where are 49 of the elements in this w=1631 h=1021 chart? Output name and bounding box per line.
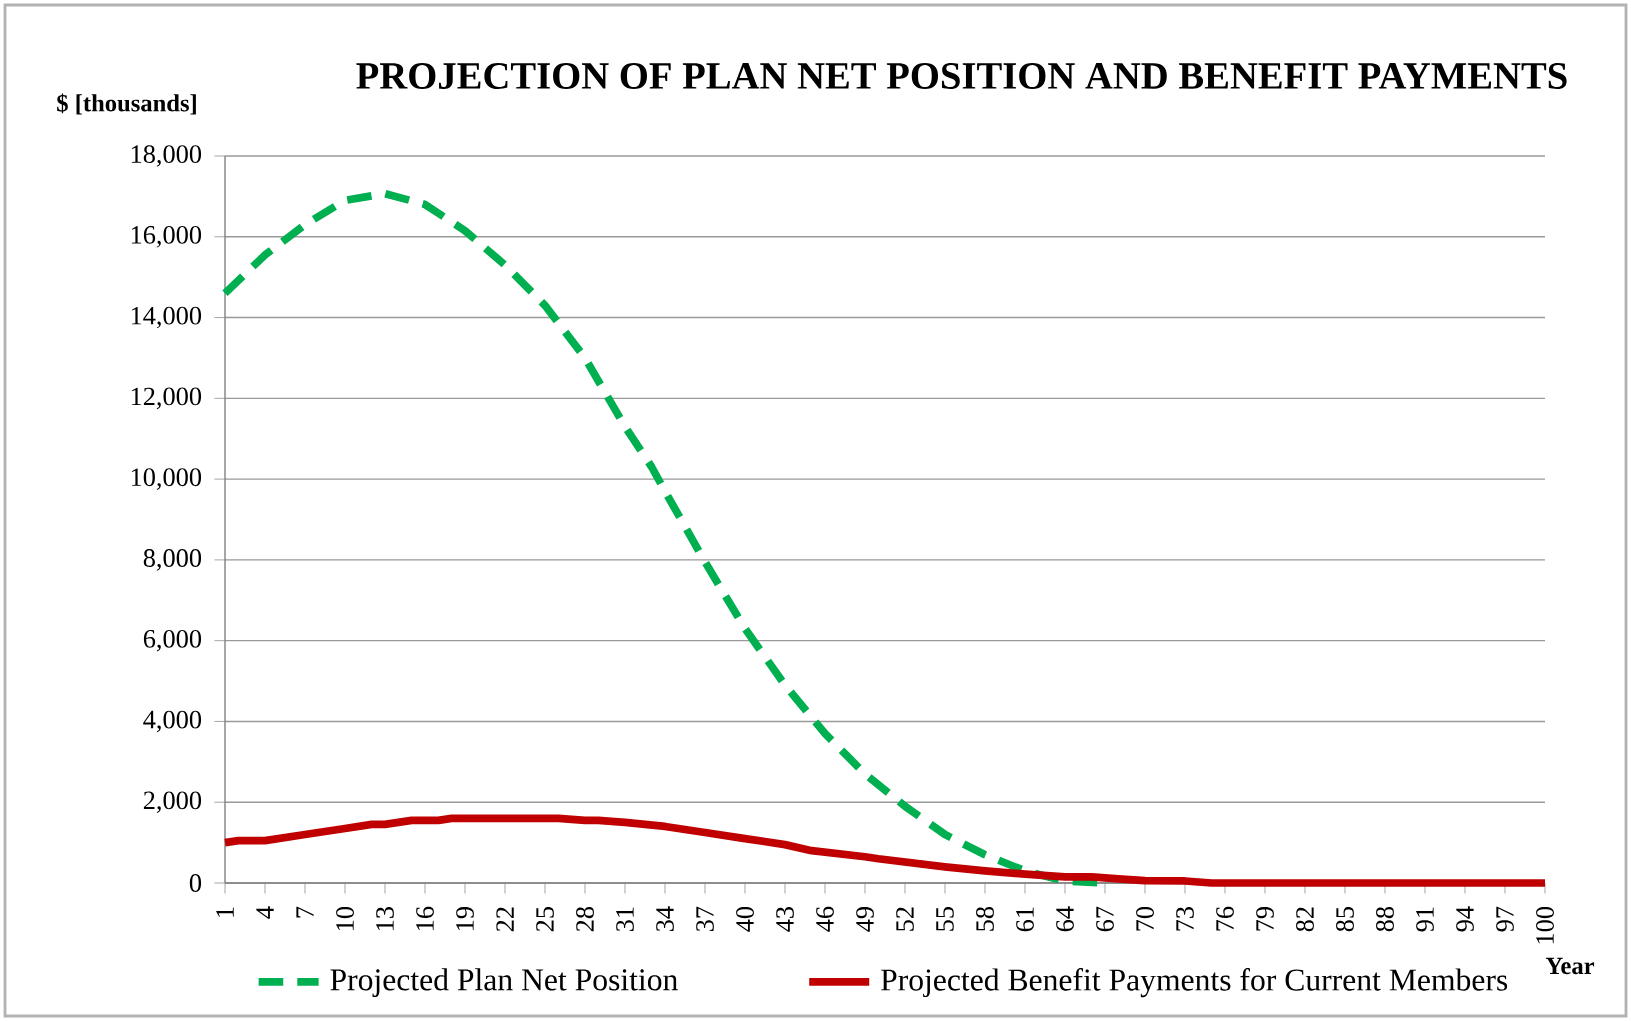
x-tick-label: 10 [336, 906, 354, 931]
x-tick-label: 88 [1376, 906, 1394, 932]
x-tick-label: 67 [1096, 906, 1114, 932]
x-tick-label: 43 [776, 907, 794, 932]
x-axis-title: Year [1545, 957, 1595, 975]
x-tick-label: 31 [616, 907, 634, 932]
y-tick-label: 18,000 [131, 145, 202, 167]
x-tick-label: 46 [816, 906, 834, 932]
y-tick-label: 8,000 [143, 549, 202, 571]
y-tick-label: 4,000 [143, 710, 202, 733]
x-tick-label: 25 [536, 907, 554, 932]
x-tick-label: 100 [1536, 906, 1554, 944]
x-tick-label: 79 [1256, 907, 1274, 931]
x-tick-label: 70 [1136, 906, 1154, 931]
x-tick-label: 1 [216, 907, 234, 917]
x-tick-label: 94 [1456, 906, 1474, 932]
x-tick-label: 55 [936, 907, 954, 931]
x-tick-label: 85 [1336, 907, 1354, 932]
legend-label: Projected Plan Net Position [330, 968, 678, 997]
x-tick-label: 91 [1416, 907, 1434, 932]
x-tick-label: 49 [856, 907, 874, 932]
x-tick-label: 19 [456, 907, 474, 931]
y-tick-label: 0 [189, 874, 202, 892]
y-tick-label: 2,000 [143, 791, 202, 814]
x-tick-label: 52 [896, 907, 914, 931]
y-tick-label: 16,000 [131, 225, 202, 248]
x-tick-label: 16 [416, 906, 434, 931]
y-axis-title: $ [thousands] [57, 93, 196, 115]
legend-label: Projected Benefit Payments for Current Members [881, 968, 1508, 998]
x-tick-label: 58 [976, 906, 994, 931]
x-tick-label: 61 [1016, 907, 1034, 932]
x-tick-label: 13 [376, 907, 394, 931]
x-tick-label: 97 [1496, 906, 1514, 932]
y-tick-label: 6,000 [143, 629, 202, 652]
y-tick-label: 14,000 [131, 306, 202, 329]
x-tick-label: 40 [736, 906, 754, 932]
x-tick-label: 76 [1216, 906, 1234, 931]
chart-title: PROJECTION OF PLAN NET POSITION AND BENEFIT PAYMENTS [356, 63, 1567, 89]
x-tick-label: 82 [1296, 907, 1314, 932]
x-tick-label: 64 [1056, 906, 1074, 932]
x-tick-label: 34 [656, 906, 674, 932]
x-tick-label: 28 [576, 906, 594, 932]
y-tick-label: 10,000 [131, 468, 202, 490]
x-tick-label: 37 [696, 906, 714, 932]
x-tick-label: 73 [1176, 907, 1194, 931]
x-tick-label: 22 [496, 907, 514, 932]
x-tick-label: 7 [296, 906, 314, 918]
y-tick-label: 12,000 [131, 387, 202, 410]
x-tick-label: 4 [256, 906, 274, 919]
